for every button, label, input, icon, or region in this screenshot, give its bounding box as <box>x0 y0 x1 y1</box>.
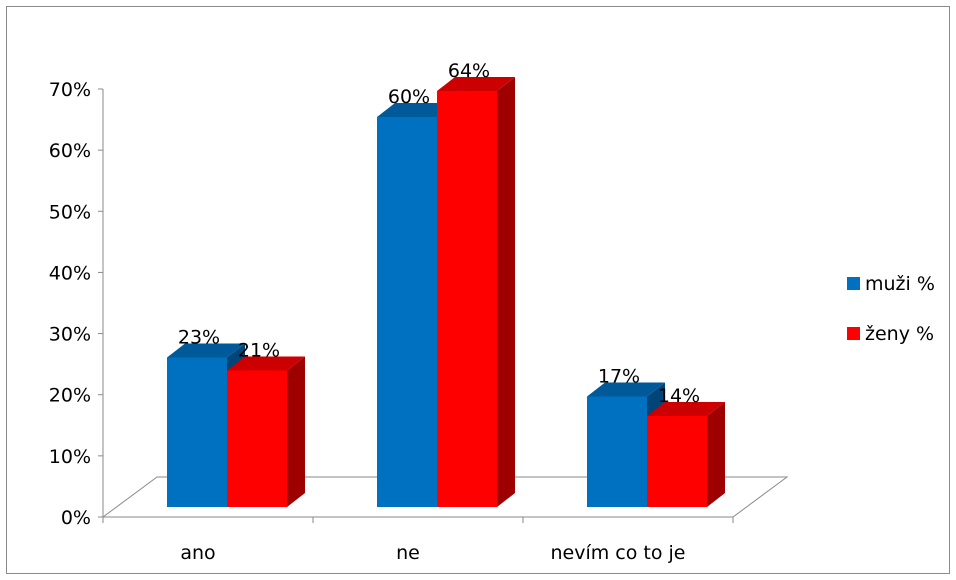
legend-swatch <box>847 327 860 340</box>
bar <box>647 402 725 507</box>
data-label: 21% <box>238 340 280 362</box>
y-tick-label: 70% <box>49 79 91 101</box>
bar-front <box>587 396 647 507</box>
bar-front <box>227 370 287 507</box>
bar-front <box>437 91 497 507</box>
bar-side <box>707 402 725 507</box>
chart-frame: 0% 10% 20% 30% 40% 50% 60% 70% ano ne nevím co to … <box>6 6 950 574</box>
y-tick-label: 0% <box>61 507 91 529</box>
legend-label: muži % <box>865 273 935 295</box>
bar <box>227 356 305 507</box>
x-tick-label: ne <box>396 542 420 564</box>
bar-top <box>437 77 515 91</box>
bar-top <box>227 356 305 371</box>
chart-bars <box>167 77 725 507</box>
y-tick-label: 30% <box>49 324 91 346</box>
bar-top <box>647 402 725 416</box>
bar <box>437 77 515 507</box>
bar-front <box>647 416 707 507</box>
bar-front <box>167 357 227 507</box>
legend-label: ženy % <box>865 323 934 345</box>
y-tick-label: 60% <box>49 140 91 162</box>
bar-top <box>377 103 455 117</box>
bar-top <box>587 382 665 397</box>
chart-legend: muži % ženy % <box>847 273 935 345</box>
chart-data-labels: 23% 21% 60% 64% 17% 14% <box>178 60 700 407</box>
data-label: 23% <box>178 327 220 349</box>
chart: 0% 10% 20% 30% 40% 50% 60% 70% ano ne nevím co to … <box>49 60 935 564</box>
bar-top <box>167 343 245 358</box>
y-tick-label: 10% <box>49 446 91 468</box>
data-label: 60% <box>388 86 430 108</box>
bar-front <box>377 117 437 507</box>
chart-axes: 0% 10% 20% 30% 40% 50% 60% 70% ano ne nevím co to … <box>49 79 734 564</box>
data-label: 14% <box>658 385 700 407</box>
legend-swatch <box>847 277 860 290</box>
data-label: 17% <box>598 366 640 388</box>
y-tick-label: 20% <box>49 385 91 407</box>
bar-side <box>497 77 515 507</box>
x-tick-label: ano <box>180 542 215 564</box>
data-label: 64% <box>448 60 490 82</box>
bar-side <box>287 356 305 507</box>
x-tick-label: nevím co to je <box>551 542 686 564</box>
y-tick-label: 50% <box>49 201 91 223</box>
y-tick-label: 40% <box>49 262 91 284</box>
